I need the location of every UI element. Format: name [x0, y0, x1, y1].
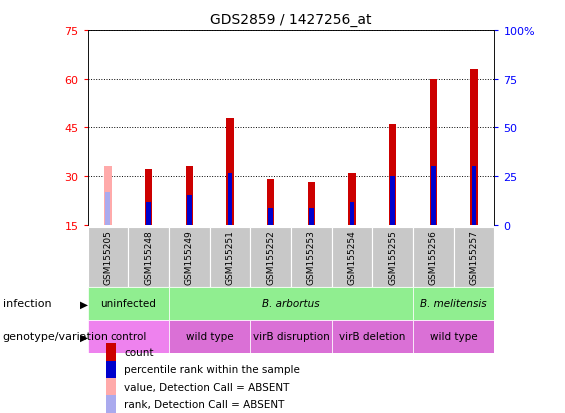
Text: virB deletion: virB deletion — [339, 332, 406, 342]
Title: GDS2859 / 1427256_at: GDS2859 / 1427256_at — [210, 13, 372, 27]
Bar — [413, 287, 494, 320]
Bar — [250, 227, 291, 287]
Text: GSM155256: GSM155256 — [429, 230, 438, 285]
Text: virB disruption: virB disruption — [253, 332, 329, 342]
Bar — [187, 196, 192, 225]
Bar — [88, 227, 128, 287]
Text: infection: infection — [3, 299, 51, 309]
Bar — [350, 202, 354, 225]
Bar — [106, 361, 116, 378]
Bar — [291, 227, 332, 287]
Bar — [145, 170, 152, 225]
Bar — [106, 378, 116, 395]
Bar — [268, 209, 273, 225]
Text: ▶: ▶ — [80, 299, 88, 309]
Bar — [413, 320, 494, 353]
Bar — [106, 193, 110, 225]
Bar — [186, 167, 193, 225]
Bar — [472, 167, 476, 225]
Text: GSM155255: GSM155255 — [388, 230, 397, 285]
Bar — [250, 320, 332, 353]
Text: wild type: wild type — [430, 332, 477, 342]
Text: GSM155251: GSM155251 — [225, 230, 234, 285]
Bar — [309, 209, 314, 225]
Text: control: control — [110, 332, 146, 342]
Bar — [372, 227, 413, 287]
Bar — [431, 167, 436, 225]
Bar — [228, 173, 232, 225]
Bar — [389, 125, 396, 225]
Text: count: count — [124, 347, 154, 357]
Bar — [169, 227, 210, 287]
Bar — [227, 118, 233, 225]
Text: B. arbortus: B. arbortus — [262, 299, 320, 309]
Text: percentile rank within the sample: percentile rank within the sample — [124, 364, 300, 374]
Bar — [169, 320, 250, 353]
Bar — [308, 183, 315, 225]
Text: value, Detection Call = ABSENT: value, Detection Call = ABSENT — [124, 382, 290, 392]
Text: GSM155205: GSM155205 — [103, 230, 112, 285]
Bar — [88, 287, 169, 320]
Text: ▶: ▶ — [80, 332, 88, 342]
Bar — [332, 227, 372, 287]
Bar — [332, 320, 413, 353]
Text: GSM155252: GSM155252 — [266, 230, 275, 285]
Bar — [267, 180, 274, 225]
Bar — [454, 227, 494, 287]
Text: B. melitensis: B. melitensis — [420, 299, 487, 309]
Bar — [413, 227, 454, 287]
Bar — [471, 70, 477, 225]
Text: GSM155248: GSM155248 — [144, 230, 153, 285]
Bar — [106, 395, 116, 413]
Text: GSM155249: GSM155249 — [185, 230, 194, 285]
Text: rank, Detection Call = ABSENT: rank, Detection Call = ABSENT — [124, 399, 285, 409]
Bar — [390, 177, 395, 225]
Bar — [349, 173, 355, 225]
Text: GSM155253: GSM155253 — [307, 230, 316, 285]
Bar — [146, 202, 151, 225]
Bar — [128, 227, 169, 287]
Bar — [105, 167, 111, 225]
Bar — [210, 227, 250, 287]
Bar — [169, 287, 413, 320]
Text: GSM155254: GSM155254 — [347, 230, 357, 285]
Bar — [106, 343, 116, 361]
Text: uninfected: uninfected — [101, 299, 156, 309]
Text: GSM155257: GSM155257 — [470, 230, 479, 285]
Text: genotype/variation: genotype/variation — [3, 332, 109, 342]
Bar — [430, 79, 437, 225]
Text: wild type: wild type — [186, 332, 233, 342]
Bar — [88, 320, 169, 353]
